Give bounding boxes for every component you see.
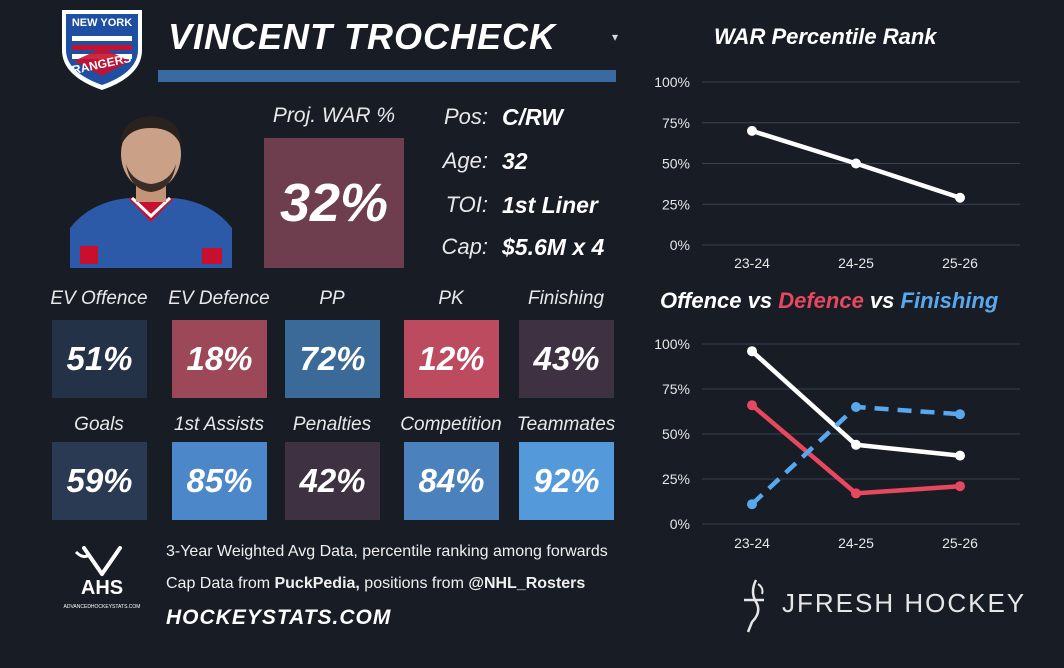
info-value-age: 32 — [502, 148, 528, 174]
stat-label: Penalties — [292, 414, 372, 435]
proj-war-box: 32% — [264, 138, 404, 268]
stat-value: 59% — [66, 462, 133, 499]
site-name: HOCKEYSTATS.COM — [166, 606, 392, 629]
x-tick-label: 25-26 — [942, 535, 978, 551]
y-tick-label: 25% — [662, 471, 690, 487]
stat-value: 42% — [299, 462, 366, 499]
stat-value: 84% — [418, 462, 485, 499]
chart2-title-part: vs — [863, 288, 901, 313]
brand-name: JFRESH HOCKEY — [782, 588, 1027, 618]
stat-box: 92% — [519, 442, 614, 520]
logo-top-text: NEW YORK — [72, 17, 132, 29]
info-label-toi: TOI: — [445, 192, 488, 217]
info-value-cap: $5.6M x 4 — [502, 234, 605, 260]
data-point — [955, 481, 965, 492]
data-point — [851, 488, 861, 499]
y-tick-label: 50% — [662, 426, 690, 442]
data-point — [955, 192, 965, 203]
y-tick-label: 100% — [654, 336, 690, 352]
stat-box: 72% — [285, 320, 380, 398]
data-point — [747, 499, 757, 510]
chart2-title: Offence vs Defence vs Finishing — [660, 288, 998, 314]
stat-label: Teammates — [516, 414, 616, 435]
y-tick-label: 75% — [662, 115, 690, 131]
stat-box: 84% — [404, 442, 499, 520]
title-underline — [158, 70, 616, 82]
stat-value: 43% — [533, 340, 600, 377]
y-tick-label: 100% — [654, 74, 690, 90]
stat-box: 85% — [172, 442, 267, 520]
x-tick-label: 24-25 — [838, 535, 874, 551]
stat-box: 43% — [519, 320, 614, 398]
info-label-cap: Cap: — [441, 234, 488, 259]
y-tick-label: 75% — [662, 381, 690, 397]
y-tick-label: 25% — [662, 196, 690, 212]
y-tick-label: 0% — [670, 516, 690, 532]
war-percentile-chart: 0% 25% 50% 75% 100% 23-24 24-25 25-26 — [654, 74, 1020, 271]
data-point — [747, 400, 757, 411]
data-point — [955, 409, 965, 420]
footer-note-2-prefix: Cap Data from — [166, 575, 275, 592]
info-value-toi: 1st Liner — [502, 192, 598, 218]
stat-box: 12% — [404, 320, 499, 398]
data-point — [851, 402, 861, 412]
stat-box: 51% — [52, 320, 147, 398]
chart2-title-part: Offence — [660, 288, 742, 313]
proj-war-label: Proj. WAR % — [272, 104, 396, 127]
stat-label: Goals — [74, 414, 124, 435]
chart2-title-part: vs — [741, 288, 779, 313]
stat-box: 42% — [285, 442, 380, 520]
data-point — [955, 450, 965, 461]
data-point — [747, 346, 757, 357]
stat-label: Competition — [400, 414, 502, 435]
x-tick-label: 25-26 — [942, 255, 978, 271]
chart2-title-part: Finishing — [900, 288, 999, 313]
chart2-title-part: Defence — [778, 288, 864, 313]
x-tick-label: 23-24 — [734, 255, 770, 271]
stat-label: EV Defence — [168, 288, 270, 309]
x-tick-label: 23-24 — [734, 535, 770, 551]
data-point — [851, 158, 861, 169]
rangers-logo: NEW YORK RANGERS — [62, 10, 142, 90]
stat-value: 18% — [186, 340, 253, 377]
footer-note-1: 3-Year Weighted Avg Data, percentile ran… — [166, 543, 608, 560]
y-tick-label: 50% — [662, 156, 690, 172]
stat-value: 85% — [186, 462, 253, 499]
stat-value: 72% — [299, 340, 366, 377]
stat-label: PP — [319, 288, 345, 309]
ahs-logo-sub: ADVANCEDHOCKEYSTATS.COM — [64, 604, 141, 610]
ahs-logo-text: AHS — [81, 577, 123, 599]
ahs-logo: AHS ADVANCEDHOCKEYSTATS.COM — [64, 546, 141, 610]
info-value-pos: C/RW — [502, 104, 563, 130]
x-tick-label: 24-25 — [838, 255, 874, 271]
stat-value: 92% — [533, 462, 600, 499]
stat-box: 59% — [52, 442, 147, 520]
y-tick-label: 0% — [670, 237, 690, 253]
stat-label: EV Offence — [50, 288, 148, 309]
offence-defence-finishing-chart: 0% 25% 50% 75% 100% 23-24 24-25 25-26 — [654, 336, 1020, 551]
stat-label: Finishing — [527, 288, 605, 309]
footer-puckpedia: PuckPedia, — [274, 575, 360, 592]
info-label-pos: Pos: — [443, 104, 488, 129]
player-name: VINCENT TROCHECK — [168, 16, 557, 57]
footer-note-2: Cap Data from PuckPedia, positions from … — [166, 575, 585, 593]
data-point — [851, 439, 861, 450]
dropdown-caret-icon[interactable]: ▾ — [612, 30, 619, 44]
footer-note-2-mid: positions from — [359, 575, 469, 592]
info-label-age: Age: — [442, 148, 488, 173]
player-photo — [70, 116, 232, 268]
stat-label: PK — [438, 288, 464, 309]
proj-war-value: 32% — [279, 173, 389, 233]
stat-value: 51% — [66, 340, 133, 377]
chart1-title: WAR Percentile Rank — [714, 24, 937, 49]
data-point — [747, 125, 757, 136]
jfresh-logo — [744, 579, 764, 633]
stat-value: 12% — [418, 340, 485, 377]
stat-box: 18% — [172, 320, 267, 398]
stat-label: 1st Assists — [173, 414, 265, 435]
footer-handle: @NHL_Rosters — [468, 575, 586, 592]
